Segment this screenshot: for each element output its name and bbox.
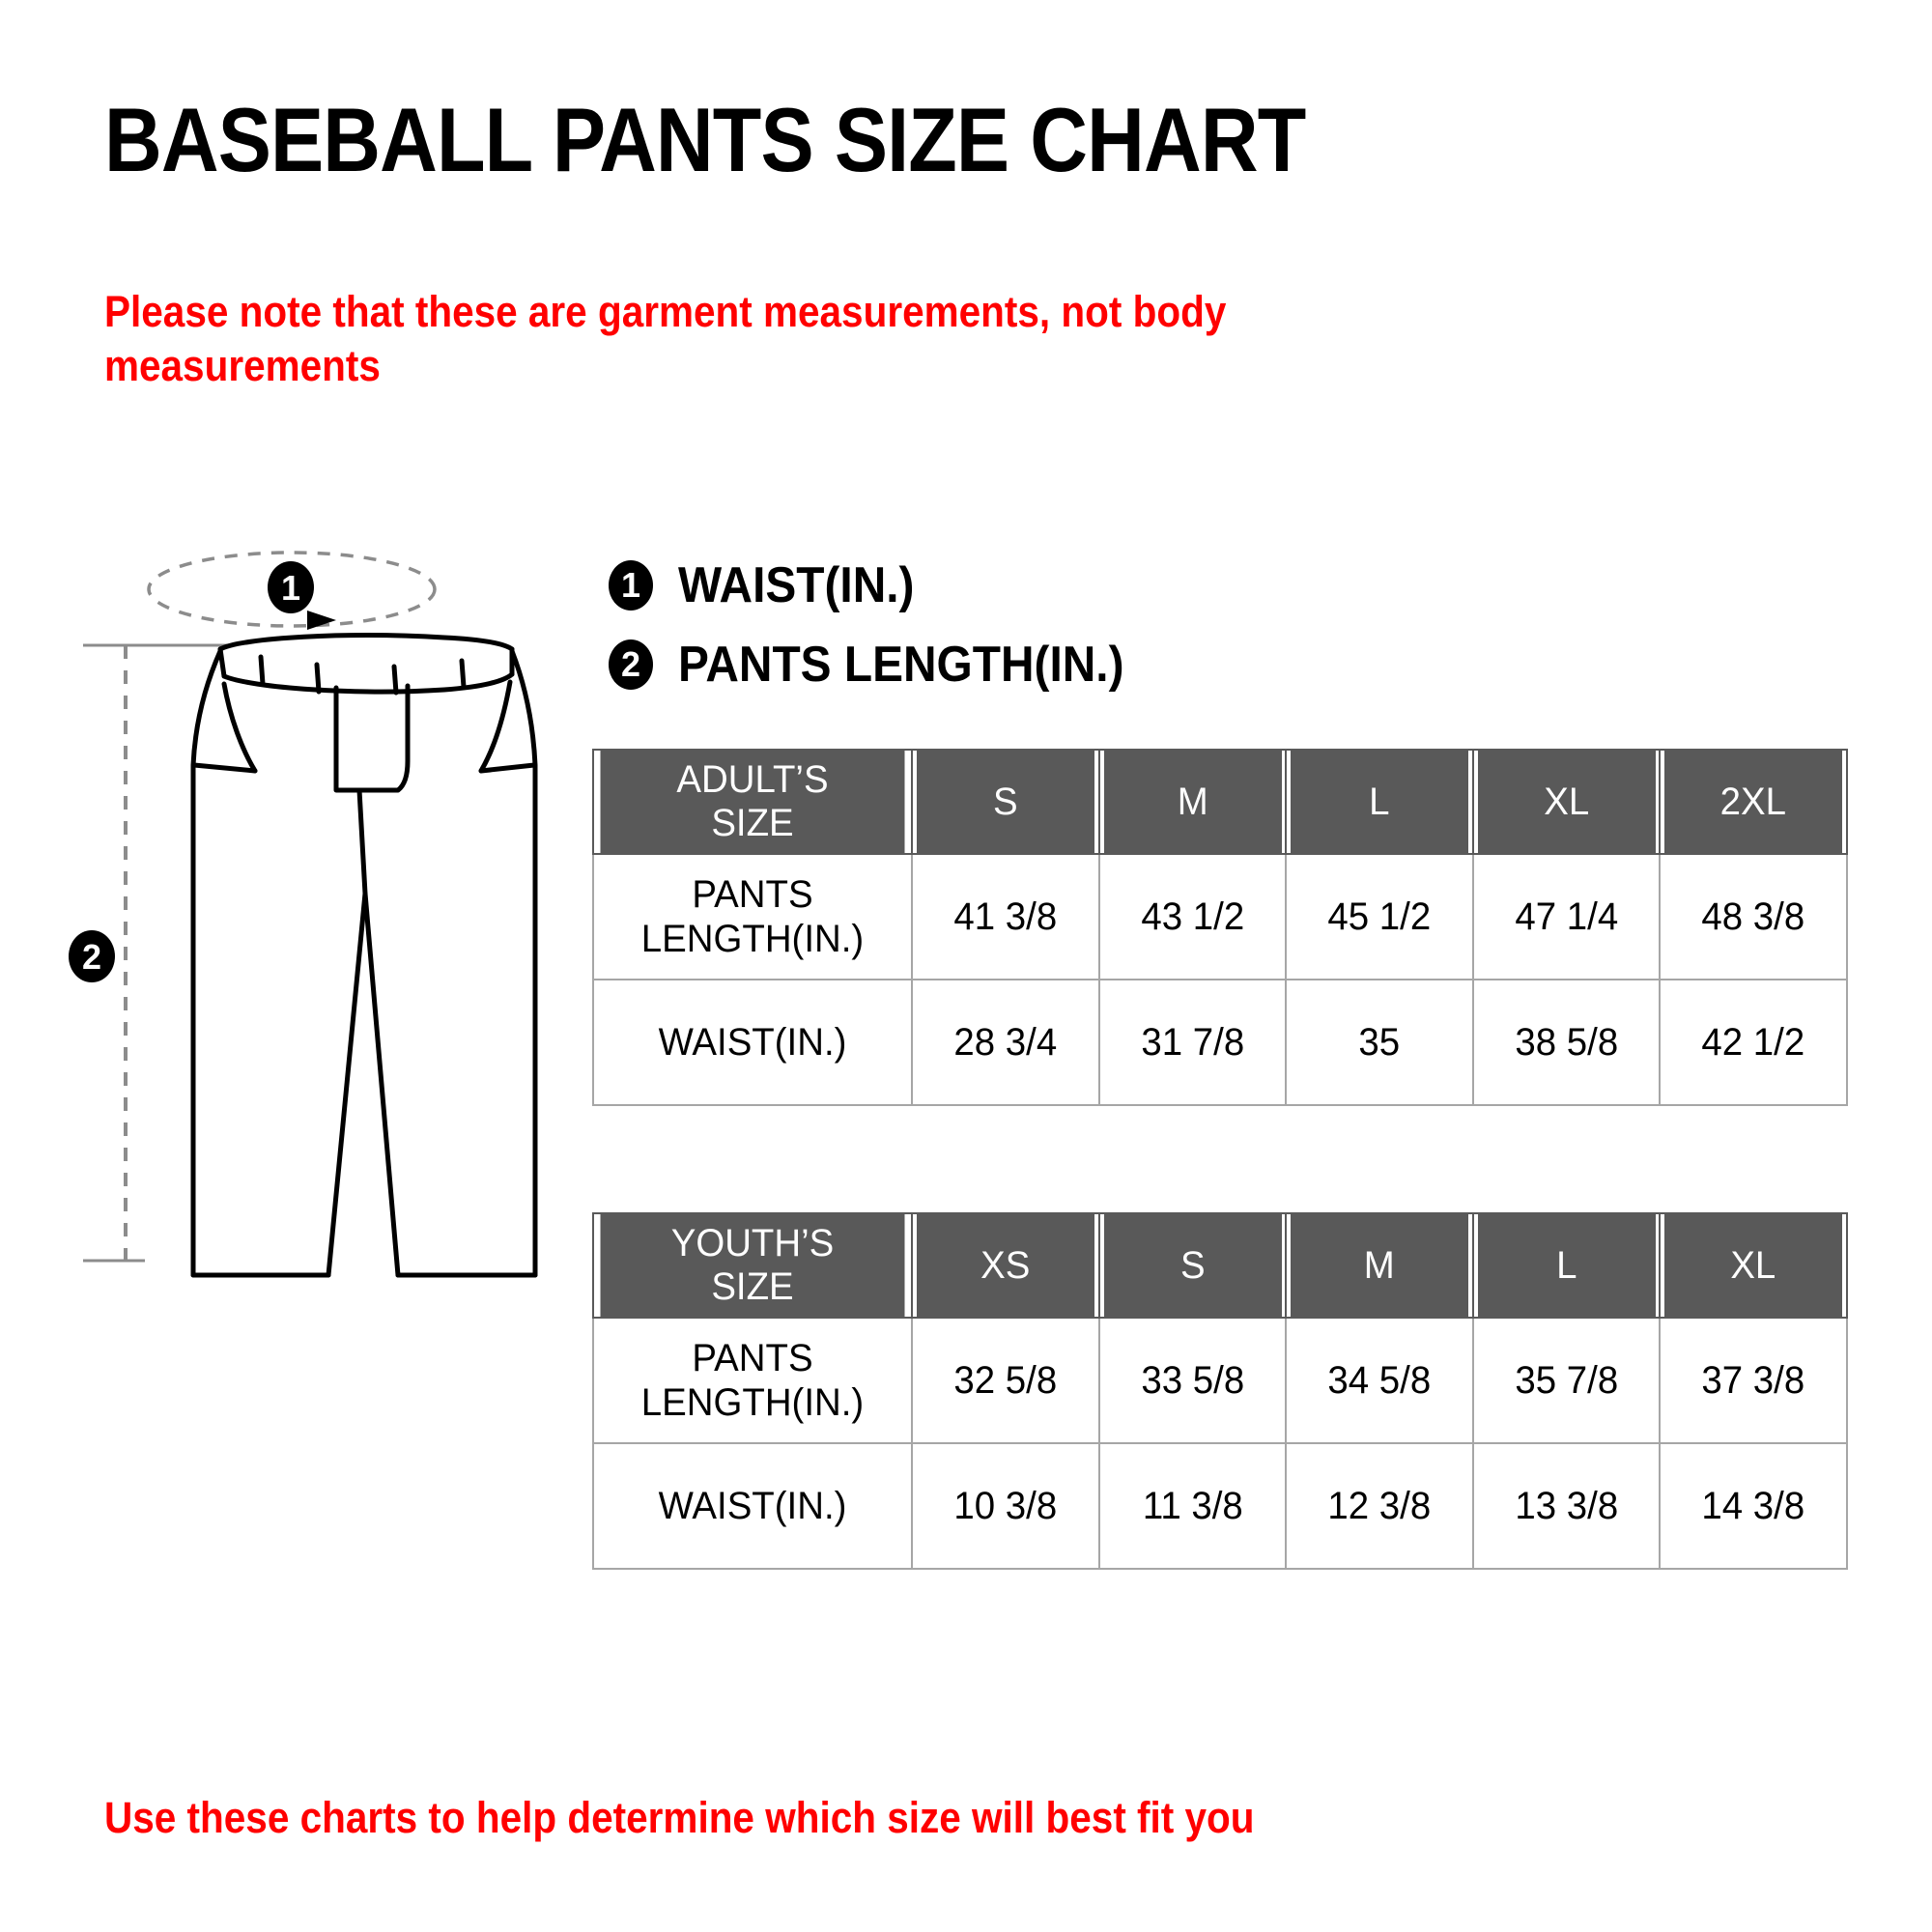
table-header-row: YOUTH’S SIZE XS S M L XL [593, 1212, 1847, 1319]
legend-badge-1-icon: 1 [609, 560, 653, 611]
table-row: WAIST(IN.) 10 3/8 11 3/8 12 3/8 13 3/8 1… [593, 1442, 1847, 1570]
adult-row-label-pants-length: PANTS LENGTH(IN.) [598, 853, 907, 980]
adult-col-header-xl: XL [1475, 749, 1658, 855]
length-marker-badge: 2 [69, 930, 115, 982]
pants-diagram: 1 2 [58, 541, 541, 1314]
pants-line-art-icon [190, 633, 538, 1278]
garment-measurement-note: Please note that these are garment measu… [104, 287, 1227, 391]
youth-col-header-xl: XL [1662, 1212, 1845, 1319]
adult-size-label-line1: ADULT’S [676, 758, 829, 802]
table-row: PANTS LENGTH(IN.) 41 3/8 43 1/2 45 1/2 4… [593, 853, 1847, 980]
size-help-note: Use these charts to help determine which… [104, 1793, 1255, 1842]
adult-col-header-2xl: 2XL [1662, 749, 1845, 855]
youth-col-header-l: L [1475, 1212, 1658, 1319]
youth-waist-m: 12 3/8 [1289, 1442, 1470, 1570]
legend-badge-2-icon: 2 [609, 639, 653, 690]
svg-text:1: 1 [281, 568, 300, 608]
adult-waist-s: 28 3/4 [914, 979, 1096, 1106]
adult-pants-length-line2: LENGTH(IN.) [640, 918, 865, 960]
table-row: PANTS LENGTH(IN.) 32 5/8 33 5/8 34 5/8 3… [593, 1317, 1847, 1444]
youth-pants-length-xs: 32 5/8 [914, 1317, 1096, 1444]
measurement-legend: 1 WAIST(IN.) 2 PANTS LENGTH(IN.) [609, 546, 1163, 704]
adult-waist-2xl: 42 1/2 [1662, 979, 1845, 1106]
adult-pants-length-2xl: 48 3/8 [1662, 853, 1845, 980]
legend-label-pants-length: PANTS LENGTH(IN.) [678, 637, 1124, 693]
adult-waist-xl: 38 5/8 [1475, 979, 1658, 1106]
adult-row-label-waist: WAIST(IN.) [598, 979, 907, 1106]
youth-size-corner-header: YOUTH’S SIZE [598, 1212, 907, 1319]
adult-pants-length-s: 41 3/8 [914, 853, 1096, 980]
youth-pants-length-line1: PANTS [692, 1337, 813, 1379]
youth-row-label-waist: WAIST(IN.) [598, 1442, 907, 1570]
legend-item-waist: 1 WAIST(IN.) [609, 546, 1163, 625]
youth-waist-xl: 14 3/8 [1662, 1442, 1845, 1570]
adult-size-corner-header: ADULT’S SIZE [598, 749, 907, 855]
page-title: BASEBALL PANTS SIZE CHART [104, 89, 1306, 190]
adult-col-header-l: L [1289, 749, 1470, 855]
table-row: WAIST(IN.) 28 3/4 31 7/8 35 38 5/8 42 1/… [593, 979, 1847, 1106]
adult-pants-length-m: 43 1/2 [1101, 853, 1284, 980]
adult-pants-length-line1: PANTS [692, 873, 813, 916]
youth-pants-length-xl: 37 3/8 [1662, 1317, 1845, 1444]
adult-col-header-s: S [914, 749, 1096, 855]
adult-waist-m: 31 7/8 [1101, 979, 1284, 1106]
youth-waist-l: 13 3/8 [1475, 1442, 1658, 1570]
youth-size-table: YOUTH’S SIZE XS S M L XL PANTS LENGTH(IN… [592, 1212, 1848, 1570]
adult-size-label-line2: SIZE [711, 802, 794, 844]
youth-pants-length-line2: LENGTH(IN.) [640, 1381, 865, 1424]
youth-col-header-s: S [1101, 1212, 1284, 1319]
adult-waist-l: 35 [1289, 979, 1470, 1106]
adult-pants-length-xl: 47 1/4 [1475, 853, 1658, 980]
table-header-row: ADULT’S SIZE S M L XL 2XL [593, 749, 1847, 855]
youth-waist-xs: 10 3/8 [914, 1442, 1096, 1570]
youth-pants-length-s: 33 5/8 [1101, 1317, 1284, 1444]
youth-waist-s: 11 3/8 [1101, 1442, 1284, 1570]
waist-marker-badge: 1 [268, 561, 314, 613]
youth-size-label-line1: YOUTH’S [670, 1222, 835, 1265]
adult-col-header-m: M [1101, 749, 1284, 855]
youth-pants-length-l: 35 7/8 [1475, 1317, 1658, 1444]
adult-pants-length-l: 45 1/2 [1289, 853, 1470, 980]
youth-size-label-line2: SIZE [711, 1265, 794, 1308]
youth-col-header-xs: XS [914, 1212, 1096, 1319]
youth-col-header-m: M [1289, 1212, 1470, 1319]
waist-ellipse-icon [147, 551, 437, 630]
legend-label-waist: WAIST(IN.) [678, 557, 915, 613]
youth-row-label-pants-length: PANTS LENGTH(IN.) [598, 1317, 907, 1444]
youth-pants-length-m: 34 5/8 [1289, 1317, 1470, 1444]
svg-text:2: 2 [82, 937, 101, 977]
adult-size-table: ADULT’S SIZE S M L XL 2XL PANTS LENGTH(I… [592, 749, 1848, 1106]
legend-item-pants-length: 2 PANTS LENGTH(IN.) [609, 625, 1163, 704]
